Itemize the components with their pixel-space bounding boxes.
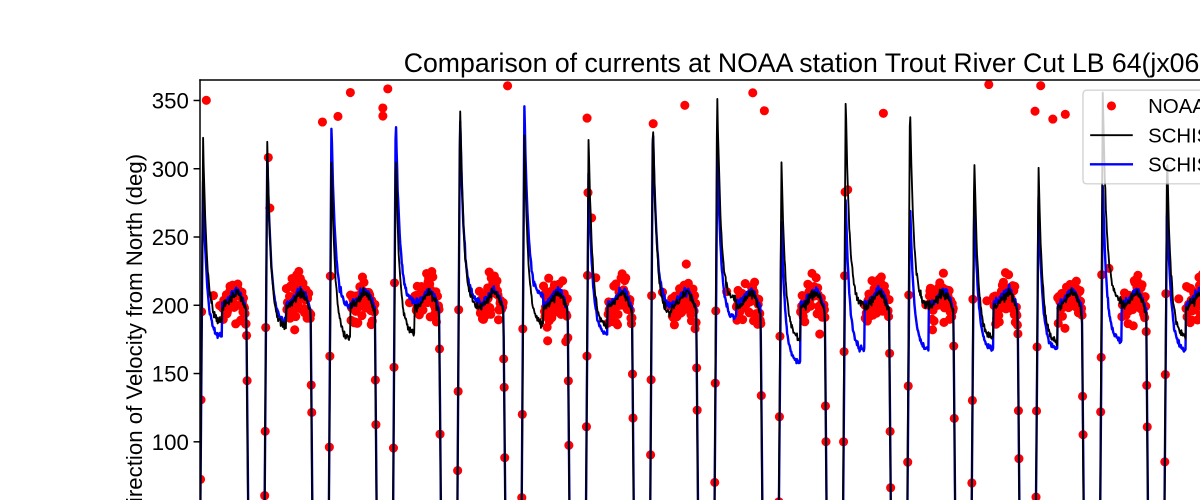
- svg-text:250: 250: [152, 225, 189, 250]
- svg-text:350: 350: [152, 89, 189, 114]
- svg-text:150: 150: [152, 362, 189, 387]
- svg-text:Comparison of currents at NOAA: Comparison of currents at NOAA station T…: [404, 48, 1200, 78]
- svg-text:100: 100: [152, 430, 189, 455]
- svg-text:NOAA_OBS at 9.72 m depth: NOAA_OBS at 9.72 m depth: [1148, 96, 1200, 118]
- svg-text:SCHISM_old at 9.72 m depth: SCHISM_old at 9.72 m depth: [1148, 154, 1200, 176]
- svg-text:200: 200: [152, 293, 189, 318]
- svg-text:300: 300: [152, 157, 189, 182]
- svg-text:SCHISM_new at 9.72 m depth: SCHISM_new at 9.72 m depth: [1148, 125, 1200, 147]
- svg-text:Direction of Velocity from Nor: Direction of Velocity from North (deg): [122, 154, 147, 500]
